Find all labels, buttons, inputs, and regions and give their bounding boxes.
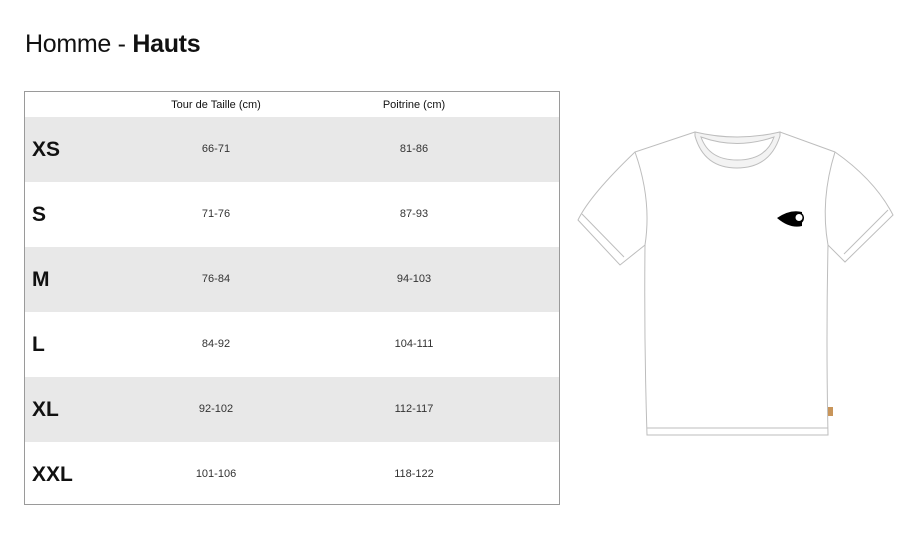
waist-value: 66-71	[201, 143, 231, 155]
size-label: XS	[32, 138, 61, 161]
table-header: Tour de Taille (cm) Poitrine (cm)	[25, 92, 559, 117]
page-title: Homme - Hauts	[25, 30, 201, 59]
logo-icon	[777, 211, 804, 227]
header-waist: Tour de Taille (cm)	[171, 99, 261, 111]
waist-value: 101-106	[195, 468, 237, 480]
tshirt-illustration	[577, 131, 894, 436]
size-label: L	[32, 333, 45, 356]
chest-value: 87-93	[399, 208, 429, 220]
size-label: S	[32, 203, 47, 226]
chest-value: 94-103	[396, 273, 432, 285]
label-tag	[828, 407, 833, 416]
size-label: XXL	[32, 463, 73, 486]
size-table: Tour de Taille (cm) Poitrine (cm) XS 66-…	[24, 91, 560, 505]
size-label: M	[32, 268, 50, 291]
table-row: XL 92-102 112-117	[25, 377, 559, 442]
chest-value: 118-122	[394, 468, 434, 480]
table-row: XXL 101-106 118-122	[25, 442, 559, 507]
title-prefix: Homme -	[25, 30, 133, 58]
title-category: Hauts	[132, 30, 201, 58]
table-row: XS 66-71 81-86	[25, 117, 559, 182]
chest-value: 112-117	[394, 403, 434, 415]
size-label: XL	[32, 398, 59, 421]
table-row: M 76-84 94-103	[25, 247, 559, 312]
waist-value: 71-76	[201, 208, 231, 220]
waist-value: 76-84	[201, 273, 231, 285]
table-row: S 71-76 87-93	[25, 182, 559, 247]
table-row: L 84-92 104-111	[25, 312, 559, 377]
header-chest: Poitrine (cm)	[382, 99, 446, 111]
waist-value: 84-92	[201, 338, 231, 350]
waist-value: 92-102	[198, 403, 234, 415]
chest-value: 81-86	[399, 143, 429, 155]
chest-value: 104-111	[394, 338, 434, 350]
